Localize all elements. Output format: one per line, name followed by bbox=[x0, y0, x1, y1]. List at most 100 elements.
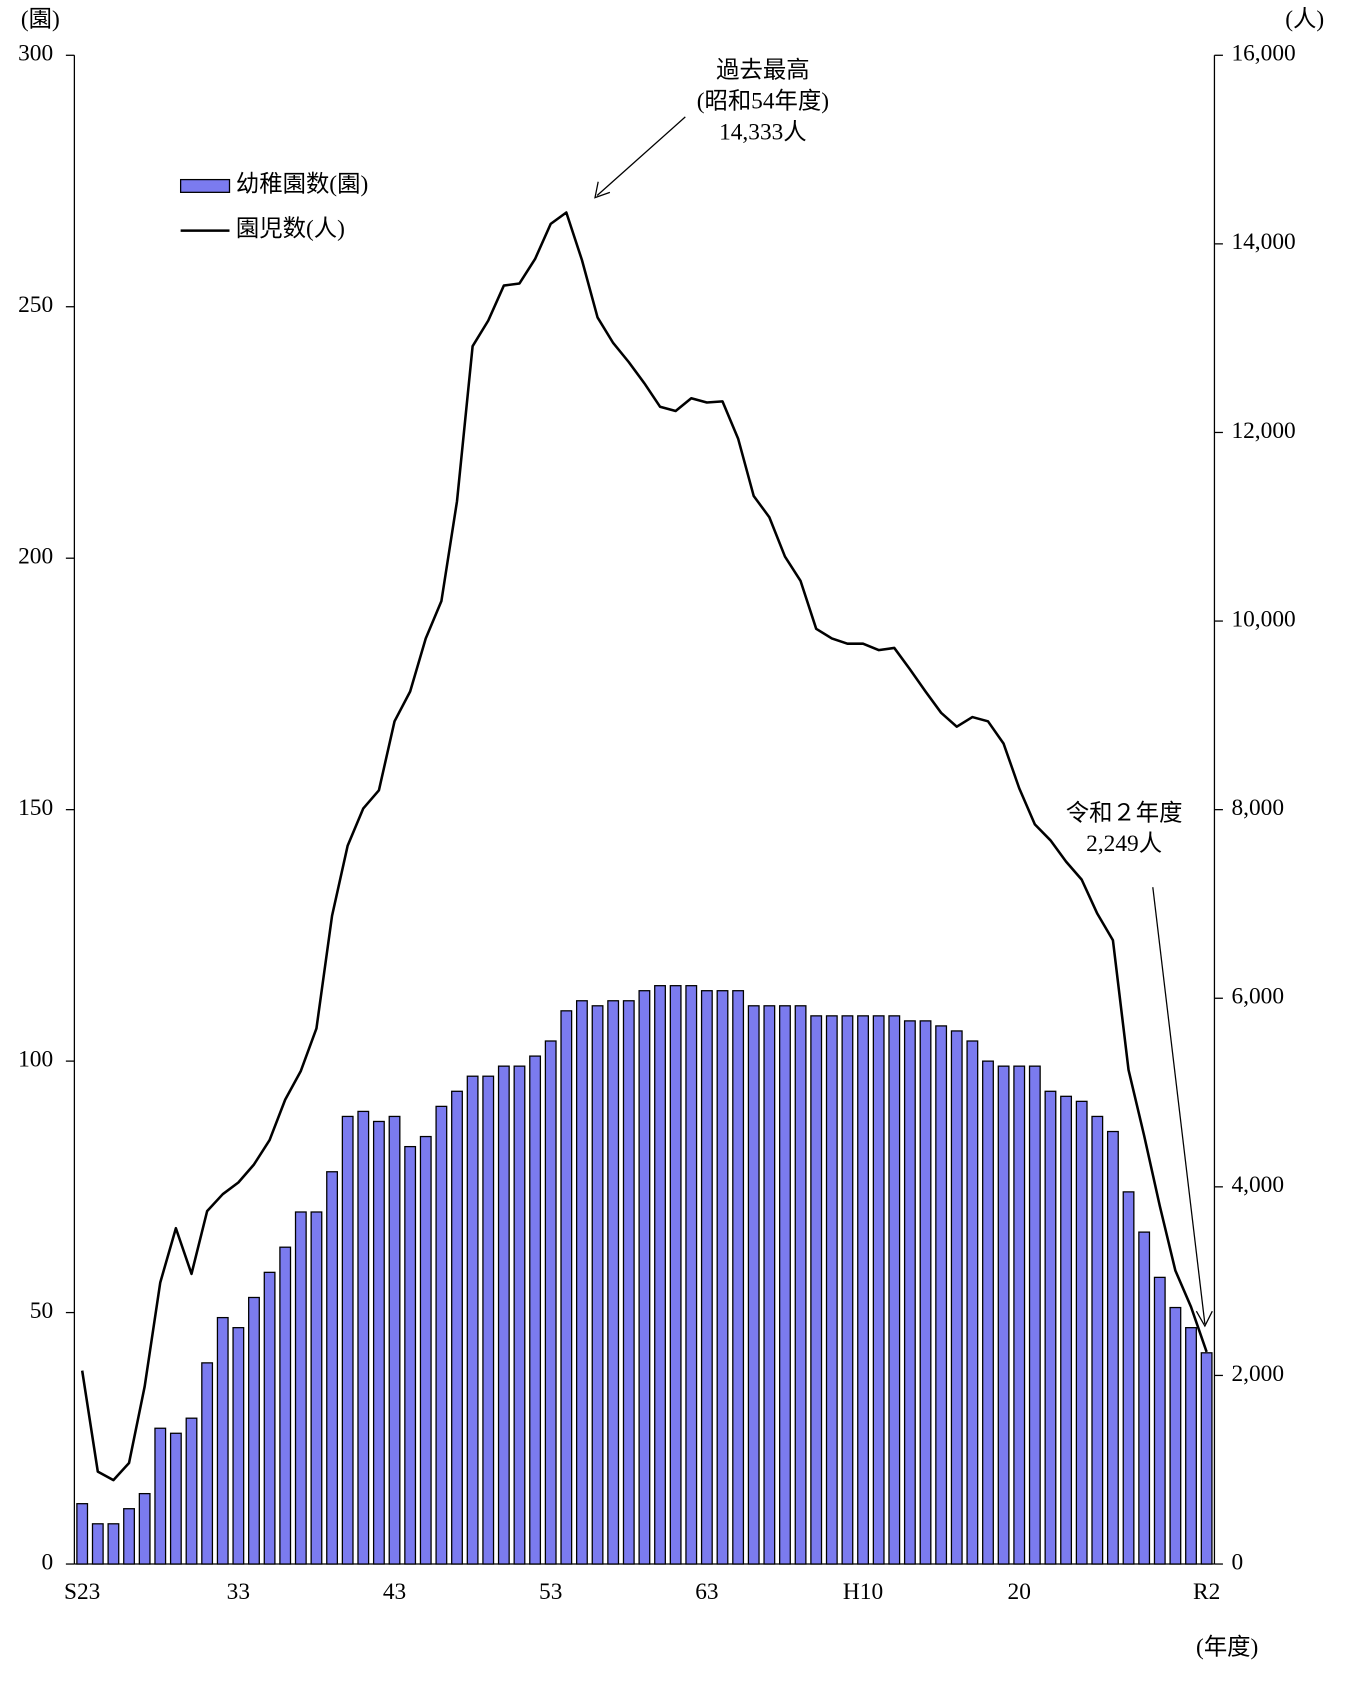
line bbox=[80, 211, 1208, 1482]
y2-tick-label: 16,000 bbox=[1231, 41, 1295, 67]
bar bbox=[388, 1115, 401, 1565]
bar bbox=[435, 1105, 448, 1565]
bar bbox=[91, 1523, 104, 1565]
bar bbox=[982, 1060, 994, 1565]
y2-tick-label: 0 bbox=[1231, 1549, 1243, 1575]
annotation: 2,249人 bbox=[1086, 831, 1162, 857]
bar bbox=[513, 1065, 526, 1565]
annotation: 過去最高 bbox=[716, 57, 809, 84]
bar bbox=[1044, 1090, 1057, 1565]
bar bbox=[466, 1075, 479, 1565]
legend-label: 園児数(人) bbox=[236, 215, 345, 242]
bar bbox=[1185, 1327, 1197, 1565]
bar bbox=[404, 1145, 417, 1565]
annotation-arrow bbox=[596, 116, 686, 197]
bar bbox=[638, 990, 651, 1565]
y-axis-label: (園) bbox=[21, 7, 60, 33]
bar bbox=[310, 1211, 323, 1565]
bar bbox=[419, 1135, 432, 1565]
bar bbox=[779, 1005, 791, 1565]
bar bbox=[669, 985, 682, 1565]
annotation: (昭和54年度) bbox=[697, 87, 829, 114]
x-tick-label: H10 bbox=[843, 1579, 883, 1605]
y2-tick-label: 10,000 bbox=[1231, 606, 1295, 632]
bar bbox=[950, 1030, 963, 1565]
annotation-arrowhead bbox=[1195, 1310, 1213, 1328]
y-tick-label: 200 bbox=[18, 544, 53, 570]
y-tick-label: 100 bbox=[18, 1046, 53, 1072]
bar bbox=[1200, 1352, 1213, 1565]
bar bbox=[123, 1508, 135, 1565]
bar bbox=[107, 1523, 120, 1565]
bar bbox=[794, 1005, 807, 1565]
bar bbox=[248, 1296, 260, 1565]
y2-axis-label: (人) bbox=[1285, 7, 1324, 33]
x-tick-label: 63 bbox=[695, 1579, 718, 1605]
bar bbox=[1091, 1115, 1104, 1565]
annotation: 令和２年度 bbox=[1066, 799, 1183, 826]
bar bbox=[622, 1000, 635, 1565]
y-tick-label: 0 bbox=[41, 1549, 53, 1575]
y2-tick-label: 6,000 bbox=[1231, 984, 1284, 1010]
bar bbox=[575, 1000, 588, 1565]
bar bbox=[560, 1010, 573, 1565]
legend-swatch bbox=[179, 178, 231, 193]
x-axis-label: (年度) bbox=[1196, 1633, 1258, 1660]
bar bbox=[841, 1015, 854, 1565]
bar bbox=[169, 1432, 182, 1565]
bar bbox=[810, 1015, 823, 1565]
bar bbox=[825, 1015, 838, 1565]
bar bbox=[294, 1211, 307, 1565]
annotation: 14,333人 bbox=[719, 119, 807, 145]
bar bbox=[1028, 1065, 1041, 1565]
bar bbox=[747, 1005, 760, 1565]
bar bbox=[185, 1417, 198, 1565]
x-tick-label: 33 bbox=[227, 1579, 250, 1605]
y-tick-label: 150 bbox=[18, 795, 53, 821]
bar bbox=[216, 1316, 229, 1565]
bar bbox=[591, 1005, 604, 1565]
y2-tick-label: 14,000 bbox=[1231, 229, 1295, 255]
bar bbox=[1075, 1100, 1088, 1565]
bar bbox=[326, 1171, 339, 1565]
bar bbox=[716, 990, 729, 1565]
bar bbox=[872, 1015, 885, 1565]
annotation-arrow bbox=[1152, 887, 1206, 1324]
legend-label: 幼稚園数(園) bbox=[236, 170, 368, 197]
y2-tick-label: 8,000 bbox=[1231, 795, 1284, 821]
y2-tick-label: 12,000 bbox=[1231, 418, 1295, 444]
bar bbox=[497, 1065, 510, 1565]
bar bbox=[966, 1040, 979, 1565]
bar bbox=[1106, 1130, 1119, 1565]
bar bbox=[341, 1115, 354, 1565]
bar bbox=[888, 1015, 901, 1565]
x-tick-label: 20 bbox=[1008, 1579, 1031, 1605]
bar bbox=[1013, 1065, 1026, 1565]
bar bbox=[1138, 1231, 1151, 1565]
bar bbox=[919, 1020, 932, 1565]
bar bbox=[76, 1503, 89, 1565]
bar bbox=[279, 1246, 292, 1565]
x-tick-label: R2 bbox=[1193, 1579, 1220, 1605]
bar bbox=[700, 990, 713, 1565]
y-tick-label: 300 bbox=[18, 41, 53, 67]
bar bbox=[154, 1427, 167, 1565]
bar bbox=[263, 1271, 276, 1565]
bar bbox=[529, 1055, 542, 1565]
bar bbox=[357, 1110, 370, 1565]
bar bbox=[1153, 1276, 1166, 1565]
x-tick-label: 43 bbox=[383, 1579, 406, 1605]
bar bbox=[607, 1000, 620, 1565]
bar bbox=[857, 1015, 869, 1565]
annotation-arrowhead bbox=[594, 181, 611, 199]
bar bbox=[138, 1492, 151, 1565]
bar bbox=[1122, 1191, 1135, 1565]
bar bbox=[451, 1090, 463, 1565]
bar bbox=[903, 1020, 916, 1565]
bar bbox=[1169, 1306, 1182, 1565]
bar bbox=[763, 1005, 776, 1565]
bar bbox=[685, 985, 698, 1565]
y-tick-label: 250 bbox=[18, 292, 53, 318]
bar bbox=[732, 990, 745, 1565]
